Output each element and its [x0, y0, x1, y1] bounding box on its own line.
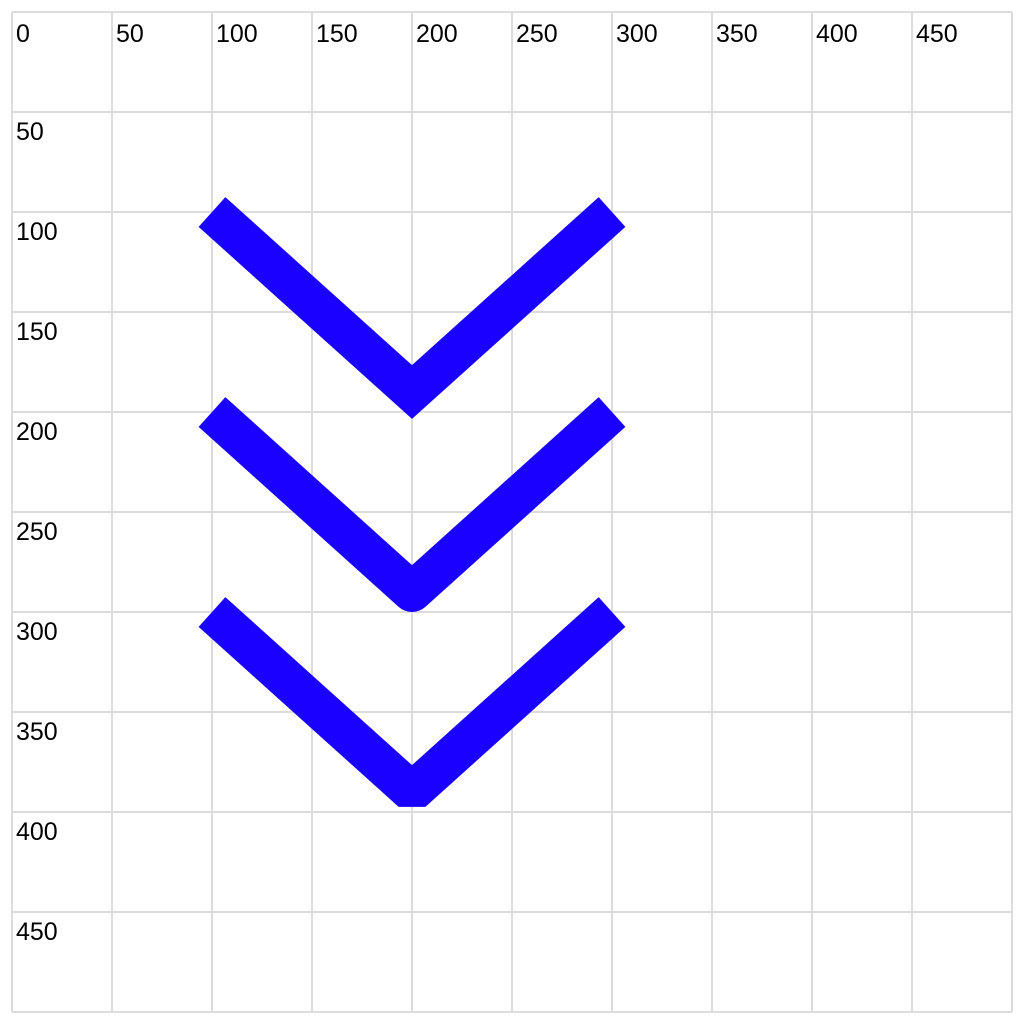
x-tick-label: 150 — [316, 20, 358, 48]
x-tick-label: 200 — [416, 20, 458, 48]
x-tick-label: 350 — [716, 20, 758, 48]
chevron-top — [198, 197, 626, 419]
x-tick-label: 450 — [916, 20, 958, 48]
x-tick-label: 50 — [116, 20, 144, 48]
y-tick-label: 50 — [16, 118, 44, 146]
y-tick-label: 350 — [16, 718, 58, 746]
y-tick-label: 200 — [16, 418, 58, 446]
x-tick-label: 400 — [816, 20, 858, 48]
x-tick-label: 300 — [616, 20, 658, 48]
x-tick-label: 0 — [16, 20, 30, 48]
chevron-layer — [198, 197, 626, 807]
y-tick-label: 250 — [16, 518, 58, 546]
y-tick-label: 400 — [16, 818, 58, 846]
chevron-middle — [198, 397, 626, 612]
x-tick-label: 250 — [516, 20, 558, 48]
grid-lines — [11, 11, 1013, 1013]
y-tick-label: 300 — [16, 618, 58, 646]
y-tick-label: 150 — [16, 318, 58, 346]
y-tick-label: 450 — [16, 918, 58, 946]
y-tick-label: 100 — [16, 218, 58, 246]
x-tick-label: 100 — [216, 20, 258, 48]
chevron-bottom — [198, 597, 626, 807]
axis-labels: 0 50 100 150 200 250 300 350 400 450 50 100 150 200 25… — [16, 20, 958, 946]
